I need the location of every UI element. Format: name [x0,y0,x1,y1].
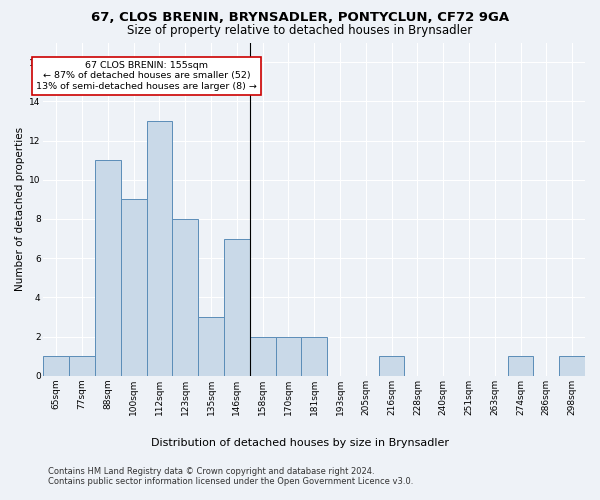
Bar [559,356,585,376]
Text: Distribution of detached houses by size in Brynsadler: Distribution of detached houses by size … [151,438,449,448]
Y-axis label: Number of detached properties: Number of detached properties [15,127,25,291]
Bar [69,356,95,376]
Bar [146,121,172,376]
Bar [379,356,404,376]
Text: Contains HM Land Registry data © Crown copyright and database right 2024.: Contains HM Land Registry data © Crown c… [48,467,374,476]
Bar [250,336,275,376]
Bar [172,219,198,376]
Bar [275,336,301,376]
Bar [508,356,533,376]
Bar [301,336,327,376]
Bar [198,317,224,376]
Text: Size of property relative to detached houses in Brynsadler: Size of property relative to detached ho… [127,24,473,37]
Bar [95,160,121,376]
Bar [224,238,250,376]
Text: 67, CLOS BRENIN, BRYNSADLER, PONTYCLUN, CF72 9GA: 67, CLOS BRENIN, BRYNSADLER, PONTYCLUN, … [91,11,509,24]
Text: 67 CLOS BRENIN: 155sqm
← 87% of detached houses are smaller (52)
13% of semi-det: 67 CLOS BRENIN: 155sqm ← 87% of detached… [36,61,257,90]
Bar [43,356,69,376]
Text: Contains public sector information licensed under the Open Government Licence v3: Contains public sector information licen… [48,477,413,486]
Bar [121,200,146,376]
